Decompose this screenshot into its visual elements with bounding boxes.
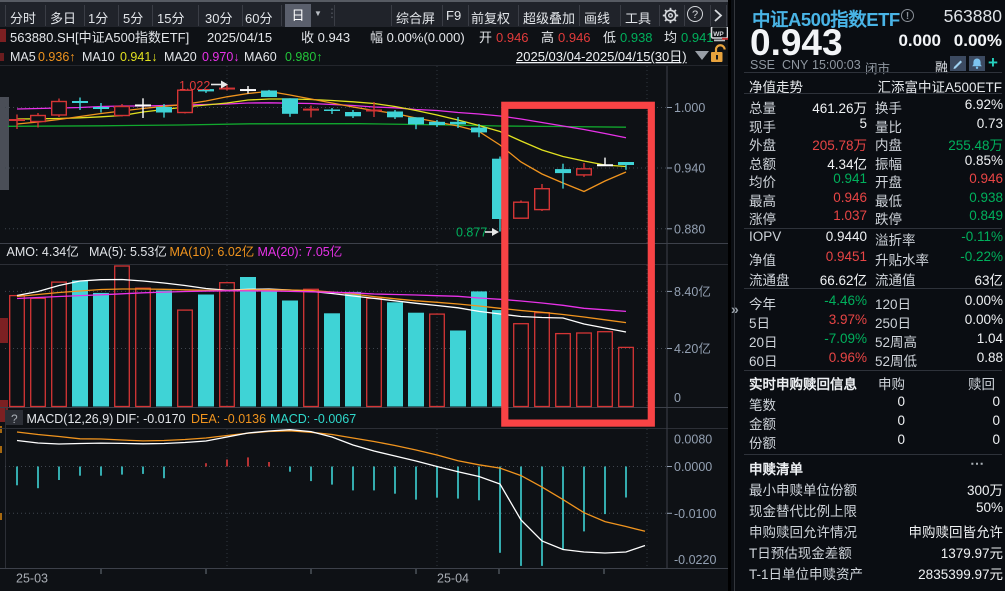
svg-text:0.946: 0.946 bbox=[496, 30, 529, 45]
svg-text:DIF: -0.0170: DIF: -0.0170 bbox=[116, 412, 186, 426]
svg-text:AMO: 4.34亿: AMO: 4.34亿 bbox=[7, 244, 79, 259]
svg-text:-0.0100: -0.0100 bbox=[674, 507, 716, 521]
svg-text:0.940: 0.940 bbox=[674, 162, 705, 176]
svg-text:0.941↓: 0.941↓ bbox=[120, 50, 158, 64]
svg-text:2025/03/04-2025/04/15(30日): 2025/03/04-2025/04/15(30日) bbox=[516, 49, 687, 64]
svg-text:0.941: 0.941 bbox=[681, 30, 714, 45]
svg-text:25-04: 25-04 bbox=[437, 572, 469, 586]
svg-text:563880.SH[中证A500指数ETF]: 563880.SH[中证A500指数ETF] bbox=[10, 30, 189, 45]
svg-text:MA(10): 6.02亿: MA(10): 6.02亿 bbox=[170, 244, 255, 259]
svg-text:1.022: 1.022 bbox=[179, 79, 210, 93]
svg-text:MA(20): 7.05亿: MA(20): 7.05亿 bbox=[258, 244, 343, 259]
svg-text:0.880: 0.880 bbox=[674, 222, 705, 236]
svg-text:低: 低 bbox=[603, 30, 616, 45]
svg-text:WP: WP bbox=[713, 31, 724, 38]
svg-text:8.40亿: 8.40亿 bbox=[674, 284, 711, 299]
svg-text:0.938: 0.938 bbox=[620, 30, 653, 45]
svg-text:0: 0 bbox=[674, 391, 681, 405]
svg-text:MA(5): 5.53亿: MA(5): 5.53亿 bbox=[89, 244, 167, 259]
svg-text:1.000: 1.000 bbox=[674, 101, 705, 115]
svg-text:高: 高 bbox=[541, 30, 554, 45]
svg-text:0.970↓: 0.970↓ bbox=[202, 50, 240, 64]
svg-text:收 0.943: 收 0.943 bbox=[301, 30, 350, 45]
svg-text:25-03: 25-03 bbox=[16, 572, 48, 586]
svg-text:0.936↑: 0.936↑ bbox=[38, 50, 76, 64]
svg-text:0.877: 0.877 bbox=[456, 226, 487, 240]
svg-text:开: 开 bbox=[479, 30, 492, 45]
svg-text:0.0080: 0.0080 bbox=[674, 433, 712, 447]
svg-text:0.0000: 0.0000 bbox=[674, 460, 712, 474]
svg-text:均: 均 bbox=[664, 30, 677, 45]
svg-text:0.980↑: 0.980↑ bbox=[285, 50, 323, 64]
svg-text:MA60: MA60 bbox=[244, 50, 277, 64]
svg-text:MA20: MA20 bbox=[164, 50, 197, 64]
svg-text:-0.0220: -0.0220 bbox=[674, 553, 716, 567]
svg-text:幅 0.00%(0.000): 幅 0.00%(0.000) bbox=[370, 30, 465, 45]
svg-text:?: ? bbox=[11, 412, 18, 426]
svg-text:MA5: MA5 bbox=[10, 50, 36, 64]
svg-text:MACD(12,26,9): MACD(12,26,9) bbox=[27, 412, 114, 426]
svg-text:MA10: MA10 bbox=[82, 50, 115, 64]
svg-text:4.20亿: 4.20亿 bbox=[674, 341, 711, 356]
svg-text:0.946: 0.946 bbox=[558, 30, 591, 45]
svg-text:DEA: -0.0136: DEA: -0.0136 bbox=[191, 412, 266, 426]
svg-text:MACD: -0.0067: MACD: -0.0067 bbox=[270, 412, 356, 426]
svg-text:2025/04/15: 2025/04/15 bbox=[207, 30, 272, 45]
